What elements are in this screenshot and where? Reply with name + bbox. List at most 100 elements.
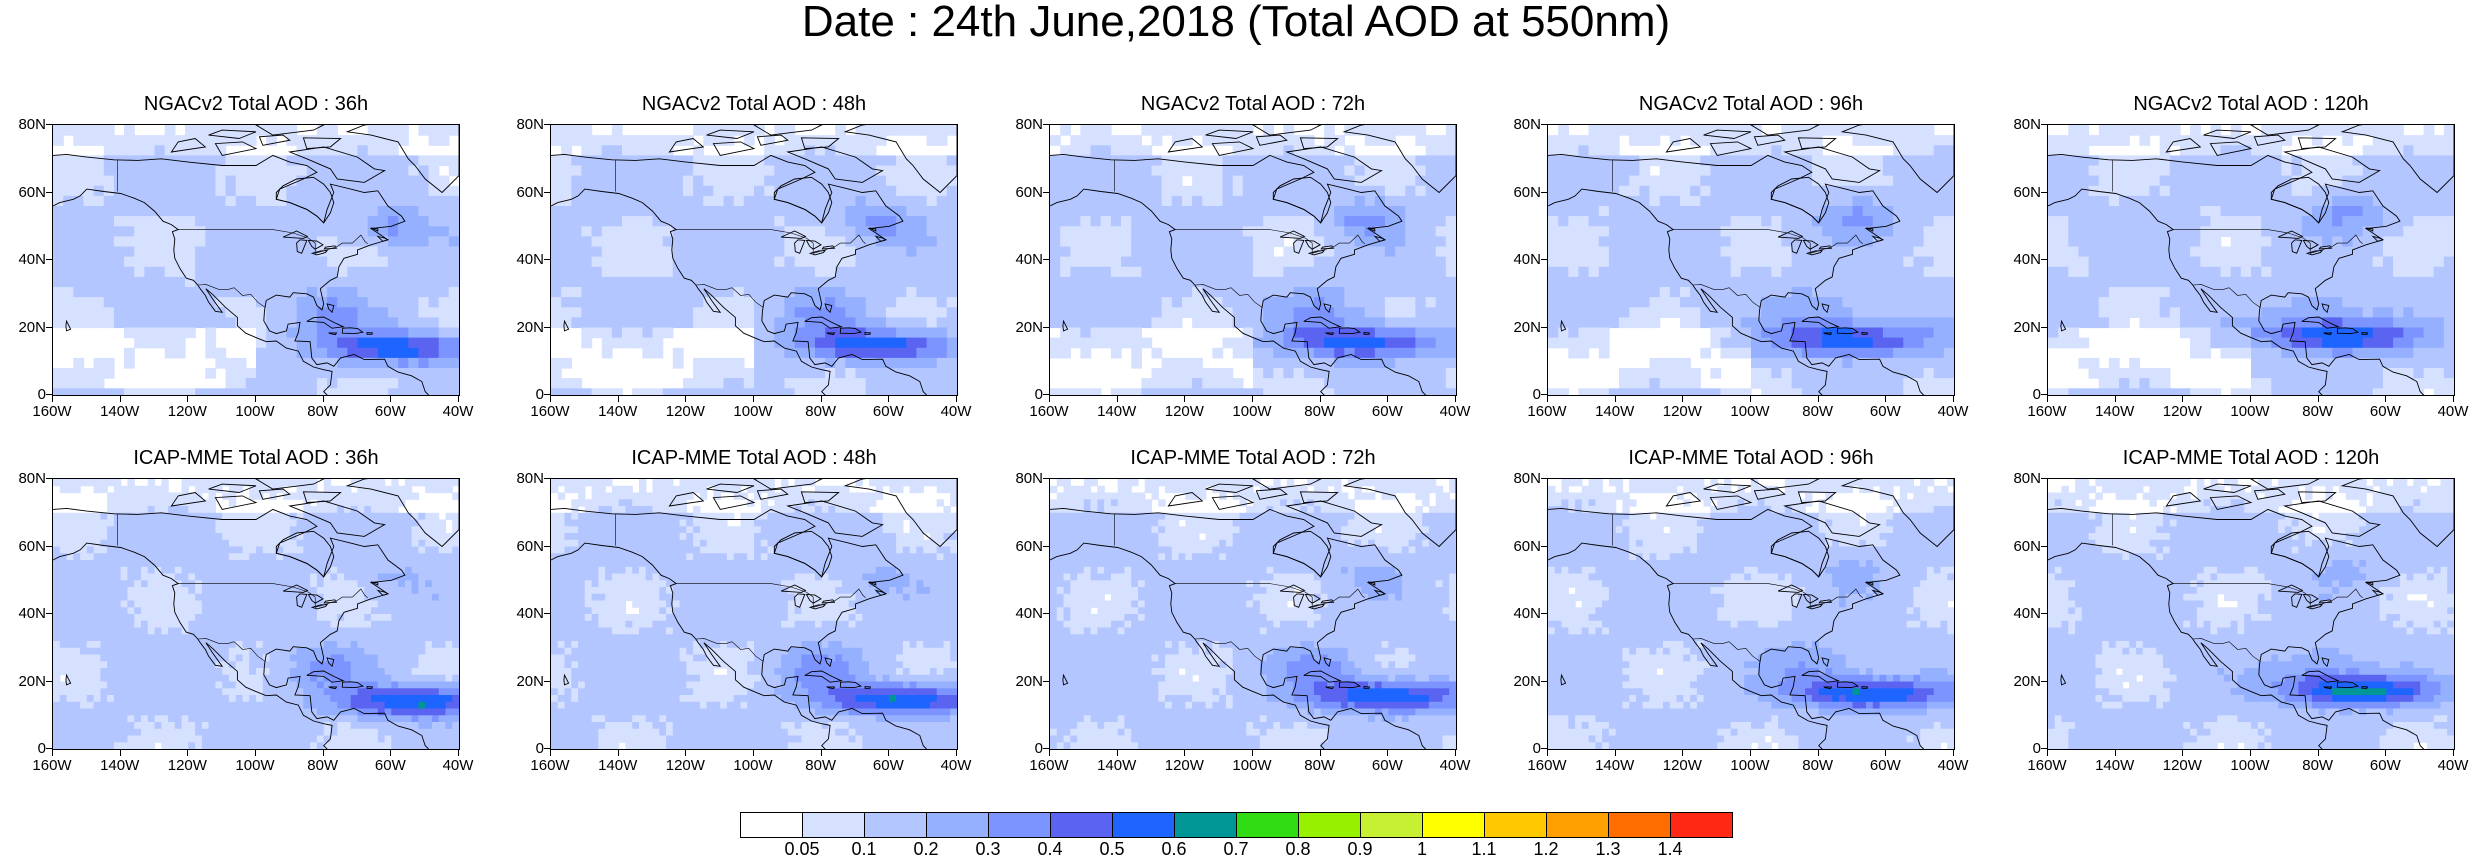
lon-tick-label: 160W [1029,757,1069,774]
colorbar-cell [1050,812,1113,838]
lon-tick-label: 80W [805,757,837,774]
lon-tick-mark [1184,750,1186,756]
lat-tick-label: 40N [516,605,544,622]
lat-tick-label: 0 [1034,386,1043,403]
lon-tick-mark [550,750,551,756]
lon-tick-label: 120W [665,403,705,420]
lon-tick-mark [956,750,957,756]
lon-tick-label: 140W [2095,403,2135,420]
aod-field [1548,125,1954,395]
lon-tick-label: 160W [2027,757,2067,774]
map-frame [550,478,958,750]
lon-tick-mark [390,396,392,402]
lat-tick-mark [2041,478,2047,479]
lat-tick-mark [544,478,550,479]
lat-tick-label: 20N [18,672,46,690]
lat-tick-mark [2041,394,2047,395]
lat-tick-mark [1541,124,1547,125]
lon-tick-mark [753,750,754,756]
colorbar-label: 1.2 [1533,839,1559,859]
lon-tick-label: 140W [100,403,140,420]
lat-tick-label: 80N [516,470,544,487]
colorbar-cell [802,812,865,838]
lat-tick-label: 20N [516,672,544,690]
lat-tick-mark [46,680,52,682]
aod-map [1548,479,1954,749]
colorbar-label: 0.2 [913,839,939,859]
panel-title: ICAP-MME Total AOD : 48h [631,447,877,469]
lat-tick-mark [1043,680,1049,682]
lon-tick-label: 100W [1730,403,1770,420]
lon-tick-label: 140W [100,757,140,774]
lon-tick-mark [2385,750,2387,756]
lat-tick-label: 40N [18,605,46,622]
aod-map [2048,125,2454,395]
lon-tick-mark [1682,750,1684,756]
lon-tick-label: 40W [1937,403,1969,420]
lat-tick-mark [544,394,550,395]
lat-tick-label: 0 [535,386,544,403]
panel-title: NGACv2 Total AOD : 48h [641,93,867,115]
lat-tick-mark [1043,613,1049,614]
lon-tick-mark [322,750,324,756]
coastlines [1548,479,1954,749]
aod-map [1050,125,1456,395]
lat-tick-mark [46,259,52,260]
lat-tick-mark [544,259,550,260]
lon-tick-mark [119,750,121,756]
lon-tick-mark [685,396,687,402]
lat-tick-mark [1541,613,1547,614]
lon-tick-mark [1455,750,1456,756]
aod-map [551,125,957,395]
lon-tick-label: 40W [1439,403,1471,420]
lon-tick-label: 80W [1304,757,1336,774]
map-frame [52,478,460,750]
lat-tick-mark [2041,613,2047,614]
coastlines [551,125,957,395]
lat-tick-mark [1541,478,1547,479]
lat-tick-label: 40N [516,251,544,268]
lon-tick-label: 120W [2162,757,2202,774]
lat-tick-label: 60N [516,183,544,201]
lon-tick-label: 140W [2095,757,2135,774]
lon-tick-label: 40W [2437,757,2469,774]
lat-tick-label: 40N [2013,605,2041,622]
lon-tick-label: 140W [1595,403,1635,420]
lat-tick-mark [1043,259,1049,260]
lat-tick-label: 20N [2013,318,2041,336]
lat-tick-label: 80N [18,470,46,487]
lon-tick-label: 100W [733,757,773,774]
lon-tick-label: 60W [2369,403,2401,420]
lon-tick-label: 140W [1097,757,1137,774]
lat-tick-mark [544,680,550,682]
aod-map [1050,479,1456,749]
lon-tick-mark [1387,750,1389,756]
lon-tick-mark [390,750,392,756]
lon-tick-label: 120W [1662,757,1702,774]
lat-tick-label: 60N [2013,183,2041,201]
coastlines [2048,125,2454,395]
map-panel: ICAP-MME Total AOD : 120h 80N 60N 40N 20N 0 16… [2013,448,2468,773]
lat-tick-label: 60N [18,537,46,555]
lon-tick-mark [1682,396,1684,402]
lat-tick-label: 20N [1015,672,1043,690]
lat-tick-label: 20N [1513,672,1541,690]
lon-tick-mark [1817,750,1819,756]
lon-tick-label: 40W [2437,403,2469,420]
coastlines [53,479,459,749]
map-panel: NGACv2 Total AOD : 36h 80N 60N 40N 20N 0 160W 1… [18,94,473,419]
lon-tick-label: 80W [805,403,837,420]
lon-tick-label: 140W [1097,403,1137,420]
colorbar-label: 0.8 [1285,839,1311,859]
lat-tick-label: 80N [18,116,46,133]
lon-tick-label: 120W [665,757,705,774]
panel-title: NGACv2 Total AOD : 72h [1140,93,1366,115]
lon-tick-mark [2453,750,2454,756]
colorbar-cell [864,812,927,838]
lat-tick-mark [544,191,550,193]
panel-title: ICAP-MME Total AOD : 96h [1628,447,1874,469]
lat-tick-mark [1541,545,1547,547]
lon-tick-label: 40W [940,403,972,420]
lon-tick-label: 120W [167,403,207,420]
colorbar-cell [740,812,803,838]
